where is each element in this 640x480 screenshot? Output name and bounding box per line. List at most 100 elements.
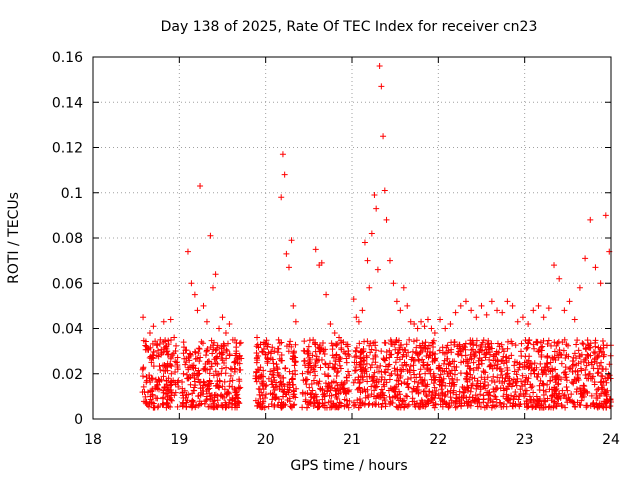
data-point	[357, 379, 364, 386]
data-point	[522, 391, 529, 398]
data-point	[222, 399, 229, 406]
data-point	[157, 366, 164, 373]
data-point	[509, 302, 516, 309]
x-tick-label: 19	[170, 432, 188, 448]
data-point	[582, 255, 589, 262]
data-point	[553, 403, 560, 410]
data-point	[143, 343, 150, 350]
data-point	[185, 354, 192, 361]
data-point	[392, 346, 399, 353]
data-point	[190, 399, 197, 406]
data-point	[357, 354, 364, 361]
data-point	[254, 334, 261, 341]
data-point	[561, 391, 568, 398]
data-point	[292, 358, 299, 365]
data-point	[588, 361, 595, 368]
data-point	[151, 404, 158, 411]
data-point	[215, 402, 222, 409]
data-point	[161, 383, 168, 390]
data-point	[278, 339, 285, 346]
data-point	[472, 392, 479, 399]
data-point	[149, 392, 156, 399]
data-point	[316, 403, 323, 410]
data-point	[461, 389, 468, 396]
data-point	[327, 320, 334, 327]
data-point	[533, 373, 540, 380]
data-point	[316, 342, 323, 349]
data-point	[233, 348, 240, 355]
data-point	[292, 371, 299, 378]
data-point	[558, 376, 565, 383]
data-point	[183, 404, 190, 411]
data-point	[307, 391, 314, 398]
data-point	[191, 348, 198, 355]
data-point	[346, 398, 353, 405]
data-point	[575, 347, 582, 354]
data-point	[508, 352, 515, 359]
data-point	[530, 389, 537, 396]
data-point	[519, 314, 526, 321]
data-point	[226, 320, 233, 327]
data-point	[574, 337, 581, 344]
data-point	[598, 372, 605, 379]
data-point	[467, 388, 474, 395]
data-point	[427, 366, 434, 373]
data-point	[336, 334, 343, 341]
data-point	[321, 390, 328, 397]
data-point	[374, 266, 381, 273]
data-point	[224, 348, 231, 355]
data-point	[388, 370, 395, 377]
data-point	[147, 396, 154, 403]
data-point	[540, 366, 547, 373]
data-point	[386, 376, 393, 383]
data-point	[558, 352, 565, 359]
data-point	[214, 397, 221, 404]
data-point	[459, 384, 466, 391]
data-point	[154, 385, 161, 392]
data-point	[485, 346, 492, 353]
data-point	[531, 345, 538, 352]
data-point	[383, 379, 390, 386]
data-point	[431, 384, 438, 391]
data-point	[510, 376, 517, 383]
data-point	[145, 403, 152, 410]
data-point	[446, 380, 453, 387]
data-point	[405, 401, 412, 408]
data-point	[406, 336, 413, 343]
data-point	[488, 345, 495, 352]
data-point	[480, 396, 487, 403]
data-point	[430, 344, 437, 351]
data-point	[455, 351, 462, 358]
data-point	[344, 341, 351, 348]
data-point	[183, 391, 190, 398]
data-point	[424, 362, 431, 369]
data-point	[326, 392, 333, 399]
data-point	[552, 366, 559, 373]
data-point	[270, 360, 277, 367]
data-point	[500, 360, 507, 367]
data-point	[576, 284, 583, 291]
data-point	[574, 368, 581, 375]
data-point	[378, 348, 385, 355]
data-point	[353, 314, 360, 321]
data-point	[460, 389, 467, 396]
data-point	[549, 391, 556, 398]
data-point	[206, 370, 213, 377]
data-point	[350, 402, 357, 409]
data-point	[542, 388, 549, 395]
data-point	[143, 398, 150, 405]
data-point	[337, 365, 344, 372]
data-point	[198, 338, 205, 345]
data-point	[416, 371, 423, 378]
data-point	[476, 349, 483, 356]
data-point	[157, 351, 164, 358]
data-point	[548, 397, 555, 404]
data-point	[237, 339, 244, 346]
data-point	[468, 384, 475, 391]
data-point	[154, 341, 161, 348]
data-point	[310, 336, 317, 343]
data-point	[288, 343, 295, 350]
data-point	[306, 354, 313, 361]
data-point	[371, 387, 378, 394]
data-point	[599, 338, 606, 345]
